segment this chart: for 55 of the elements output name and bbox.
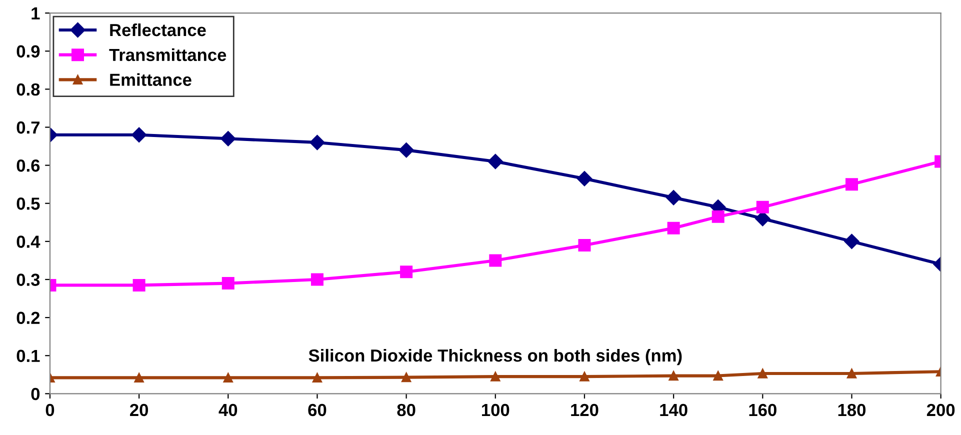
point bbox=[223, 372, 234, 383]
y-tick-label: 0.7 bbox=[16, 121, 40, 134]
point bbox=[312, 372, 322, 383]
point bbox=[134, 372, 144, 383]
point bbox=[132, 278, 146, 292]
y-tick-label: 0.5 bbox=[16, 198, 40, 210]
y-tick-label: 0.1 bbox=[16, 350, 40, 362]
point bbox=[222, 277, 234, 290]
point bbox=[844, 234, 860, 249]
point bbox=[131, 127, 147, 142]
y-tick-label: 0.8 bbox=[16, 83, 40, 96]
y-tick-label: 0.6 bbox=[16, 159, 40, 172]
x-tick-label: 120 bbox=[571, 404, 598, 416]
x-tick-label: 100 bbox=[482, 404, 510, 416]
point bbox=[580, 372, 590, 382]
point bbox=[310, 273, 324, 286]
point bbox=[712, 210, 724, 223]
y-tick-label: 1 bbox=[32, 7, 40, 20]
x-tick-label: 180 bbox=[838, 404, 866, 416]
point bbox=[845, 178, 858, 191]
legend-label: Reflectance bbox=[110, 23, 206, 36]
point bbox=[713, 370, 723, 381]
x-tick-label: 60 bbox=[308, 404, 326, 416]
point bbox=[755, 211, 770, 226]
point bbox=[667, 222, 680, 234]
x-tick-label: 80 bbox=[397, 404, 416, 416]
x-tick-label: 40 bbox=[218, 404, 238, 416]
point bbox=[756, 200, 769, 214]
y-tick-label: 0.3 bbox=[16, 274, 40, 286]
y-tick-label: 0 bbox=[31, 388, 40, 400]
x-tick-label: 20 bbox=[130, 404, 148, 416]
point bbox=[576, 171, 592, 186]
point bbox=[846, 368, 857, 378]
legend-label: Emittance bbox=[110, 73, 192, 86]
y-tick-label: 0.9 bbox=[16, 45, 40, 58]
x-tick-label: 200 bbox=[926, 404, 955, 416]
point bbox=[401, 372, 412, 382]
x-tick-label: 160 bbox=[749, 404, 776, 416]
x-tick-label: 0 bbox=[46, 404, 54, 416]
point bbox=[310, 134, 325, 150]
point bbox=[666, 190, 682, 206]
point bbox=[220, 131, 236, 146]
point bbox=[400, 266, 413, 278]
y-tick-label: 0.4 bbox=[16, 236, 40, 248]
y-tick-label: 0.2 bbox=[16, 312, 40, 324]
point bbox=[758, 368, 768, 378]
point bbox=[578, 238, 591, 252]
x-axis-title: Silicon Dioxide Thickness on both sides (nm) bbox=[308, 348, 682, 366]
legend-label: Transmittance bbox=[109, 48, 226, 62]
x-tick-label: 140 bbox=[660, 404, 688, 416]
point bbox=[668, 370, 678, 381]
point bbox=[490, 372, 500, 382]
point bbox=[488, 154, 503, 170]
point bbox=[489, 254, 502, 267]
point bbox=[398, 142, 414, 158]
